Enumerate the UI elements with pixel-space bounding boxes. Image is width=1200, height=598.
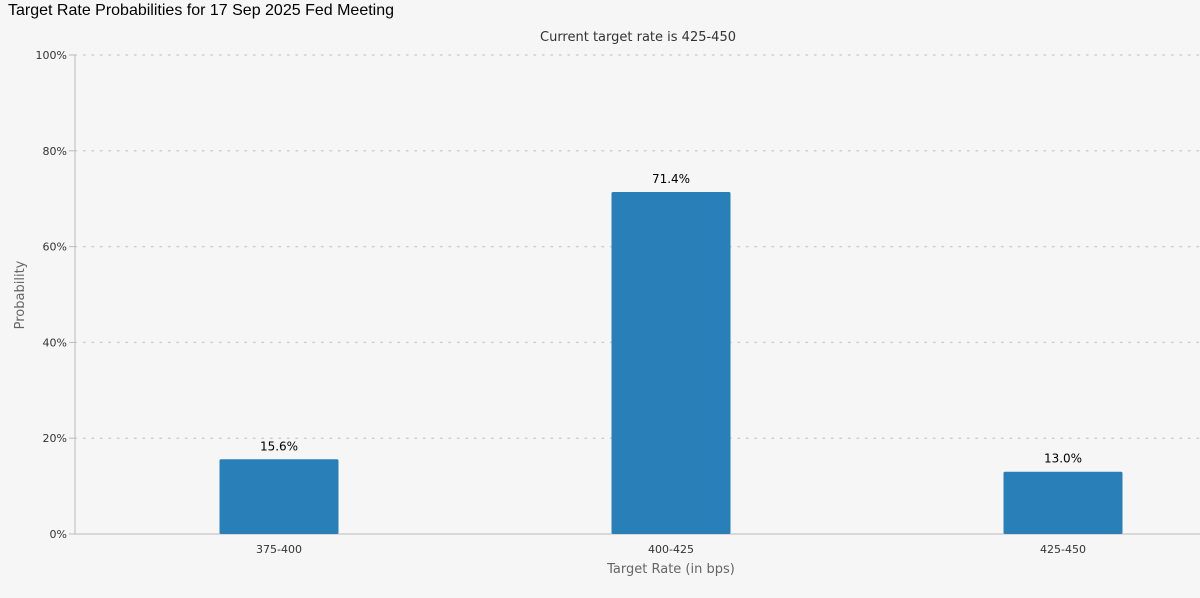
y-tick-label: 0% (50, 528, 67, 541)
y-tick-label: 80% (43, 145, 67, 158)
bar (219, 459, 339, 534)
x-tick-label: 425-450 (1040, 543, 1086, 556)
page-title: Target Rate Probabilities for 17 Sep 202… (8, 2, 395, 19)
bar-chart: Current target rate is 425-450 0% 20% 40% 6… (13, 30, 1200, 577)
data-label: 71.4% (652, 172, 690, 186)
bars (219, 191, 1123, 534)
x-tick-label: 375-400 (256, 543, 302, 556)
y-axis-title: Probability (13, 260, 28, 329)
bar (1003, 471, 1123, 534)
chart-subtitle: Current target rate is 425-450 (540, 30, 736, 45)
bar (611, 191, 731, 534)
labels: 0% 20% 40% 60% 80% 100% 15.6% 375-400 71.4% 400-4… (36, 49, 1086, 556)
y-tick-label: 60% (43, 241, 67, 254)
y-tick-label: 40% (43, 336, 67, 349)
data-label: 15.6% (260, 439, 298, 453)
y-tick-label: 100% (36, 49, 67, 62)
x-axis-title: Target Rate (in bps) (606, 562, 735, 577)
data-label: 13.0% (1044, 452, 1082, 466)
y-tick-label: 20% (43, 432, 67, 445)
x-tick-label: 400-425 (648, 543, 694, 556)
